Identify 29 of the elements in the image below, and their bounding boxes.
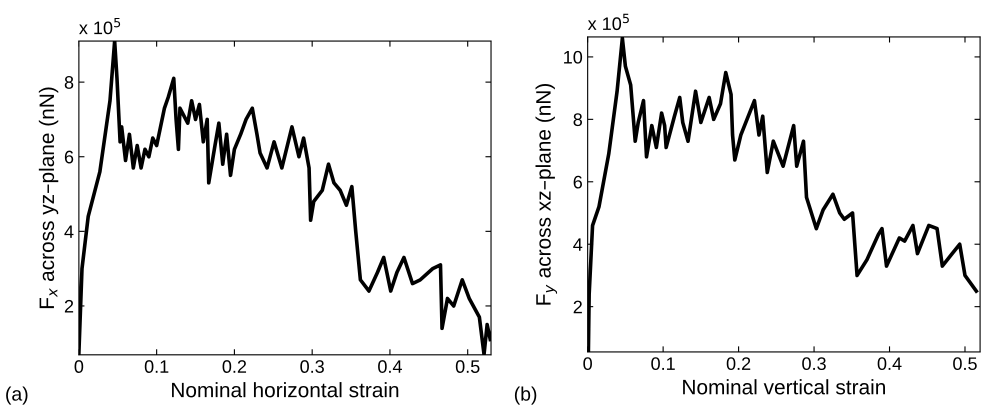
x-tick-label: 0.5 <box>456 360 480 373</box>
x-tick-label: 0.3 <box>300 360 324 373</box>
x-tick-label: 0.1 <box>144 360 168 373</box>
x-axis-title: Nominal vertical strain <box>683 379 885 394</box>
x-tick-label: 0.1 <box>651 357 675 370</box>
x-tick-label: 0.2 <box>222 360 246 373</box>
text: x 10$^{5}$ <box>79 18 120 34</box>
y-tick-label: 8 <box>574 113 582 126</box>
x-tick-label: 0 <box>583 357 592 370</box>
text: (b) <box>514 386 536 405</box>
x-axis-title: Nominal horizontal strain <box>172 382 398 398</box>
y-axis-title: F$_{x}$ across yz–plane (nN) <box>38 88 58 308</box>
y-tick-label: 4 <box>573 238 582 251</box>
x-tick-label: 0.2 <box>726 357 750 370</box>
y-tick-label: 2 <box>574 300 582 314</box>
y-tick-label: 4 <box>64 225 74 238</box>
y-tick-label: 6 <box>574 176 582 189</box>
x-tick-label: 0.4 <box>878 357 902 370</box>
y-tick-label: 10 <box>564 50 582 64</box>
y-tick-label: 8 <box>64 76 74 89</box>
text: x 10$^{5}$ <box>588 14 629 30</box>
y-axis-title: F$_{y}$ across xz–plane (nN) <box>535 84 558 305</box>
x-tick-label: 0.5 <box>953 357 977 370</box>
y-tick-label: 2 <box>64 300 74 312</box>
text: (a) <box>6 386 28 405</box>
y-tick-label: 6 <box>64 150 74 164</box>
x-tick-label: 0.3 <box>802 357 826 370</box>
x-tick-label: 0.4 <box>378 360 402 373</box>
x-tick-label: 0 <box>74 360 84 373</box>
